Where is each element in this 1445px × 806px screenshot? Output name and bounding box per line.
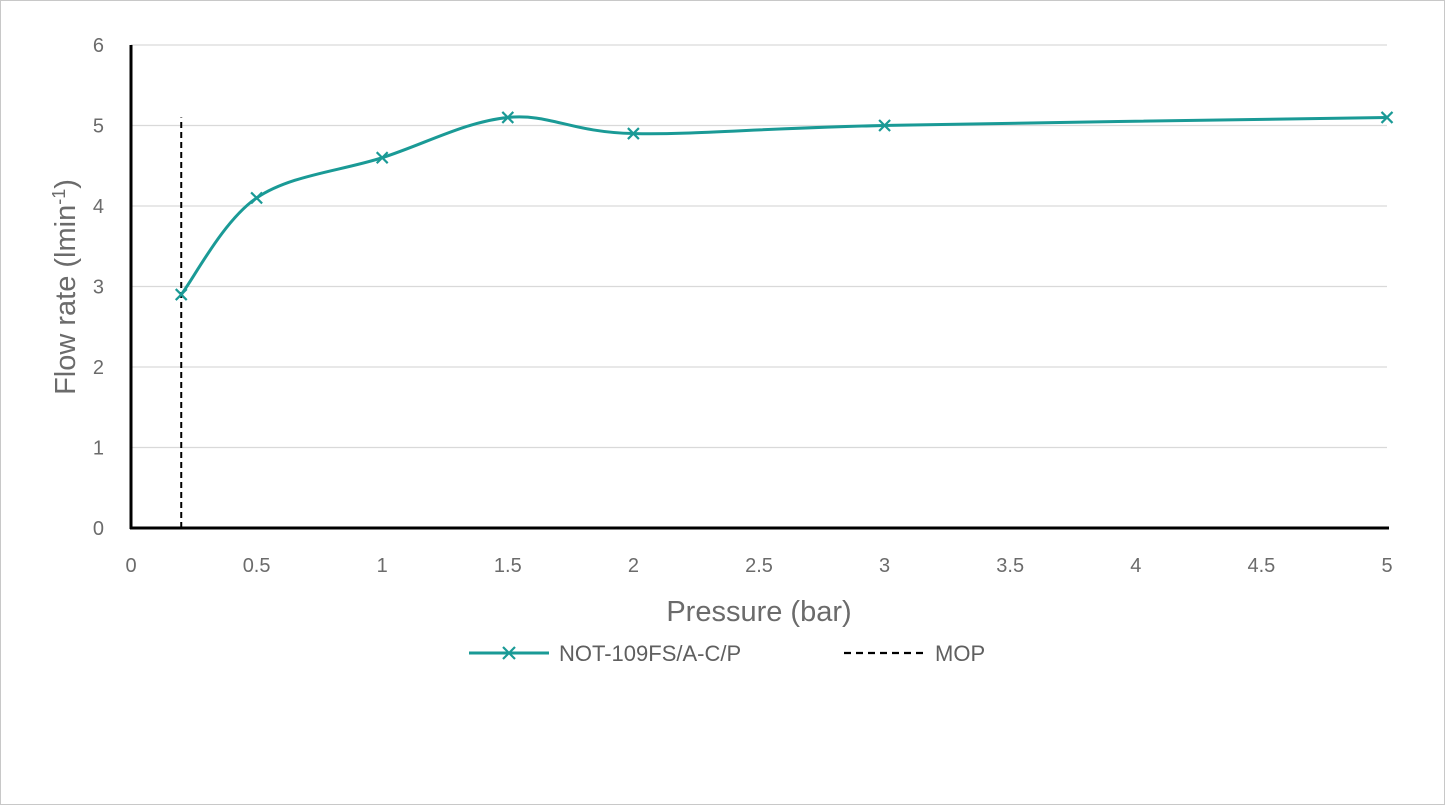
x-tick-label: 3.5 <box>996 555 1024 577</box>
data-point-marker <box>878 119 891 132</box>
data-point-marker <box>174 288 188 301</box>
y-tick-label: 2 <box>93 357 104 379</box>
series-line-path <box>180 115 1388 296</box>
legend-label-series: NOT-109FS/A-C/P <box>559 641 741 666</box>
x-tick-label: 4.5 <box>1247 555 1275 577</box>
x-tick-label: 5 <box>1381 555 1392 577</box>
legend-marker-x-icon <box>502 646 516 660</box>
x-tick-labels: 0 0.5 1 1.5 2 2.5 3 3.5 4 4.5 5 <box>125 555 1392 577</box>
x-tick-label: 2 <box>628 555 639 577</box>
data-point-marker <box>250 191 263 205</box>
x-tick-label: 2.5 <box>745 555 773 577</box>
y-tick-label: 4 <box>93 196 104 218</box>
y-tick-labels: 0 1 2 3 4 5 6 <box>93 35 104 540</box>
y-tick-label: 0 <box>93 518 104 540</box>
y-tick-label: 1 <box>93 438 104 460</box>
x-tick-label: 1 <box>377 555 388 577</box>
x-axis-title: Pressure (bar) <box>666 596 851 628</box>
gridlines <box>131 44 1387 449</box>
x-tick-label: 4 <box>1130 555 1141 577</box>
y-tick-label: 3 <box>93 277 104 299</box>
x-tick-label: 0 <box>125 555 136 577</box>
legend-label-mop: MOP <box>935 641 985 666</box>
data-point-marker <box>375 151 389 164</box>
data-point-marker <box>627 127 640 140</box>
y-tick-label: 5 <box>93 116 104 138</box>
data-point-marker <box>501 111 515 124</box>
y-tick-label: 6 <box>93 35 104 57</box>
y-axis-title: Flow rate (lmin-1) <box>49 179 82 395</box>
x-tick-label: 0.5 <box>243 555 271 577</box>
x-tick-label: 3 <box>879 555 890 577</box>
x-tick-label: 1.5 <box>494 555 522 577</box>
legend: NOT-109FS/A-C/P MOP <box>469 641 985 666</box>
data-point-marker <box>1380 111 1394 124</box>
flow-rate-series <box>174 111 1394 301</box>
